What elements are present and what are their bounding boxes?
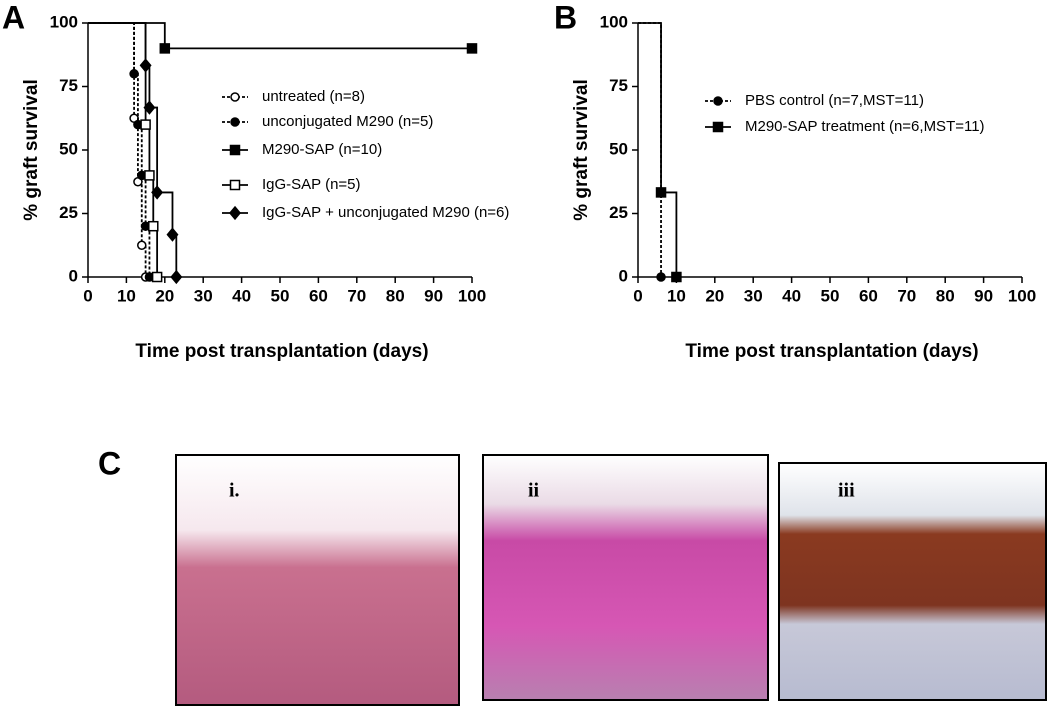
marker (229, 144, 241, 156)
marker (159, 43, 171, 54)
y-tick-label: 50 (609, 139, 628, 158)
x-tick-label: 10 (667, 286, 686, 305)
x-tick-label: 100 (1008, 286, 1036, 305)
marker (713, 96, 723, 106)
image-label: iii (838, 480, 855, 502)
marker (151, 185, 164, 200)
chart: B 0 25 50 75 100 0 10 20 30 40 50 60 70 80 90 100 % graft… (554, 0, 1036, 362)
survival-line (88, 22, 178, 277)
marker (466, 43, 478, 54)
x-tick-label: 40 (232, 286, 251, 305)
y-tick-label: 25 (59, 203, 78, 222)
marker (170, 269, 183, 285)
x-axis-title: Time post transplantation (days) (685, 341, 978, 362)
x-tick-label: 30 (194, 286, 213, 305)
y-tick-label: 100 (600, 12, 628, 31)
marker (143, 100, 156, 115)
x-tick-label: 90 (424, 286, 443, 305)
marker (230, 117, 240, 127)
marker (139, 58, 152, 73)
marker (656, 272, 666, 282)
x-axis-title: Time post transplantation (days) (135, 341, 428, 362)
marker (148, 220, 159, 232)
legend-label: IgG-SAP (n=5) (262, 176, 361, 193)
y-tick-label: 50 (59, 139, 78, 158)
legend-label: M290-SAP (n=10) (262, 141, 382, 158)
y-tick-label: 75 (609, 76, 628, 95)
legend-label: PBS control (n=7,MST=11) (745, 92, 924, 109)
histology: C i. ii iii (98, 445, 1047, 706)
image-label: i. (229, 480, 240, 502)
y-tick-label: 25 (609, 203, 628, 222)
marker (229, 179, 241, 191)
y-axis-title: % graft survival (21, 79, 42, 221)
marker (137, 240, 147, 250)
x-tick-label: 0 (83, 286, 92, 305)
x-tick-label: 80 (386, 286, 405, 305)
x-tick-label: 20 (705, 286, 724, 305)
survival-line (638, 22, 678, 277)
x-tick-label: 10 (117, 286, 136, 305)
x-tick-label: 60 (309, 286, 328, 305)
histology-image (778, 462, 1047, 701)
y-axis-title: % graft survival (571, 79, 592, 221)
marker (230, 92, 240, 102)
legend-label: untreated (n=8) (262, 88, 365, 105)
x-tick-label: 50 (821, 286, 840, 305)
chart: A 0 25 50 75 100 0 10 20 30 40 50 60 70 80 90 100 % graft… (2, 0, 509, 362)
legend-label: unconjugated M290 (n=5) (262, 113, 433, 130)
x-tick-label: 20 (155, 286, 174, 305)
marker (671, 271, 682, 283)
survival-line (88, 22, 147, 277)
legend-label: M290-SAP treatment (n=6,MST=11) (745, 118, 985, 135)
x-tick-label: 70 (897, 286, 916, 305)
x-tick-label: 60 (859, 286, 878, 305)
y-tick-label: 0 (619, 266, 628, 285)
marker (229, 205, 241, 221)
marker (140, 119, 151, 130)
panel-label: C (98, 445, 121, 481)
x-tick-label: 70 (347, 286, 366, 305)
image-label: ii (528, 480, 540, 502)
marker (166, 227, 179, 242)
x-tick-label: 0 (633, 286, 642, 305)
marker (151, 271, 163, 283)
y-tick-label: 0 (69, 266, 78, 285)
x-tick-label: 40 (782, 286, 801, 305)
x-tick-label: 90 (974, 286, 993, 305)
panel-label: B (554, 0, 577, 35)
marker (655, 187, 667, 198)
panel-label: A (2, 0, 25, 35)
marker (129, 69, 139, 79)
histology-image (482, 454, 769, 701)
x-tick-label: 30 (744, 286, 763, 305)
x-tick-label: 80 (936, 286, 955, 305)
x-tick-label: 100 (458, 286, 486, 305)
histology-image (175, 454, 460, 706)
y-tick-label: 100 (50, 12, 78, 31)
y-tick-label: 75 (59, 76, 78, 95)
legend-label: IgG-SAP + unconjugated M290 (n=6) (262, 204, 509, 221)
marker (712, 121, 724, 133)
x-tick-label: 50 (271, 286, 290, 305)
marker (144, 170, 155, 181)
survival-line (638, 22, 662, 277)
survival-line (88, 22, 151, 277)
